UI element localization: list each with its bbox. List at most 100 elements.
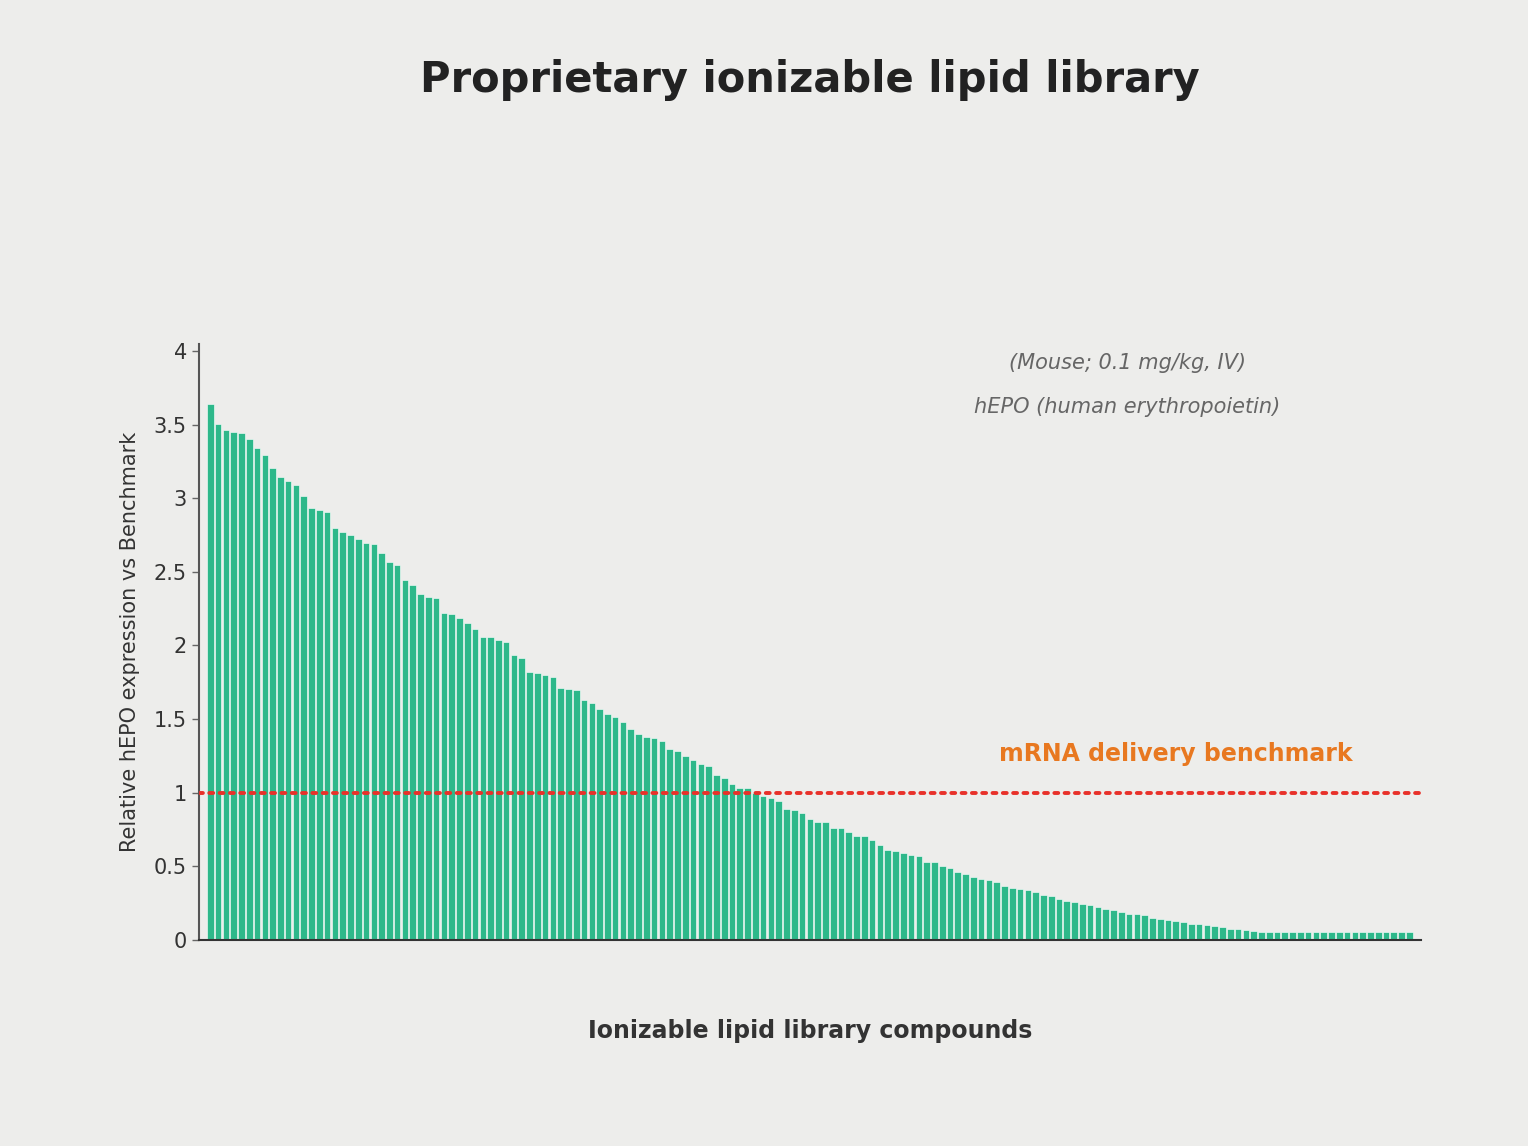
Bar [533,673,541,940]
Bar [1282,933,1288,940]
Bar [853,837,860,940]
Bar [767,799,775,940]
Bar [978,879,984,940]
Bar [775,801,782,940]
Bar [674,752,681,940]
Bar [1126,913,1132,940]
Bar [1360,933,1366,940]
Bar [581,699,587,940]
Bar [1164,920,1172,940]
Bar [1343,933,1351,940]
Bar [1016,889,1024,940]
Bar [457,618,463,940]
Bar [448,614,455,940]
Bar [947,868,953,940]
Bar [744,788,750,940]
Bar [465,622,471,940]
Bar [736,787,743,940]
Bar [1134,913,1140,940]
Bar [1189,924,1195,940]
Bar [792,810,798,940]
Bar [1352,933,1358,940]
Bar [1079,904,1086,940]
Bar [604,714,611,940]
Bar [752,793,758,940]
Bar [1204,925,1210,940]
Bar [1033,892,1039,940]
Bar [324,512,330,940]
Bar [1368,933,1374,940]
Bar [558,688,564,940]
Bar [1406,933,1413,940]
Bar [986,880,992,940]
Bar [938,865,946,940]
Bar [284,481,292,940]
Bar [432,598,440,940]
Text: Ionizable lipid library compounds: Ionizable lipid library compounds [588,1020,1031,1043]
Bar [1094,908,1102,940]
Bar [955,872,961,940]
Bar [261,455,267,940]
Bar [900,854,906,940]
Bar [651,738,657,940]
Bar [666,749,672,940]
Bar [379,554,385,940]
Bar [1235,929,1241,940]
Bar [1242,929,1250,940]
Bar [1328,933,1335,940]
Bar [837,829,845,940]
Bar [1398,933,1404,940]
Bar [1086,904,1094,940]
Bar [417,594,423,940]
Bar [362,543,370,940]
Text: (Mouse; 0.1 mg/kg, IV): (Mouse; 0.1 mg/kg, IV) [1008,353,1245,374]
Bar [1227,928,1233,940]
Bar [714,775,720,940]
Bar [1274,933,1280,940]
Bar [931,862,938,940]
Bar [410,586,416,940]
Bar [1063,901,1070,940]
Bar [495,641,501,940]
Bar [1313,933,1319,940]
Bar [394,565,400,940]
Bar [339,533,345,940]
Bar [206,403,214,940]
Bar [1335,933,1343,940]
Bar [885,850,891,940]
Bar [1265,933,1273,940]
Bar [845,832,853,940]
Bar [970,877,976,940]
Bar [1008,888,1016,940]
Bar [915,856,923,940]
Bar [387,562,393,940]
Bar [246,439,252,940]
Bar [659,740,665,940]
Bar [440,613,448,940]
Bar [596,709,604,940]
Bar [269,468,277,940]
Bar [402,580,408,940]
Bar [1149,918,1155,940]
Bar [425,597,431,940]
Bar [1305,933,1311,940]
Bar [1071,902,1077,940]
Bar [869,840,876,940]
Bar [1196,925,1203,940]
Bar [1180,921,1187,940]
Bar [892,851,898,940]
Bar [1118,911,1125,940]
Bar [1383,933,1389,940]
Bar [518,658,526,940]
Bar [611,717,619,940]
Bar [1390,933,1397,940]
Bar [354,539,362,940]
Bar [565,689,571,940]
Bar [862,837,868,940]
Bar [254,448,260,940]
Bar [1111,910,1117,940]
Bar [721,778,727,940]
Bar [830,827,836,940]
Bar [301,496,307,940]
Bar [1219,927,1225,940]
